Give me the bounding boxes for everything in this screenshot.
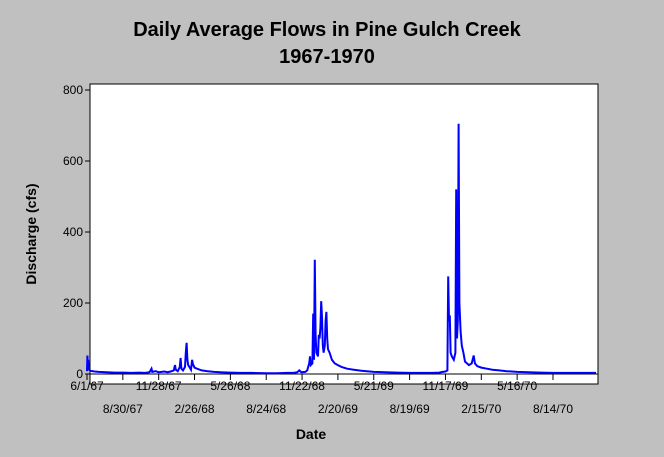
- chart-title: Daily Average Flows in Pine Gulch Creek: [133, 19, 521, 41]
- x-tick-label: 2/20/69: [318, 402, 358, 416]
- x-axis-ticks: 6/1/67 8/30/67 11/28/67 2/26/68 5/26/68 8/24/…: [70, 374, 573, 416]
- x-axis-title: Date: [296, 426, 327, 442]
- discharge-series-line: [86, 123, 596, 375]
- x-tick-label: 11/22/68: [279, 379, 325, 393]
- y-axis-ticks: 0 200 400 600 800: [63, 83, 90, 381]
- x-tick-label: 5/16/70: [497, 379, 537, 393]
- x-tick-label: 8/24/68: [246, 402, 286, 416]
- y-tick-label: 0: [76, 367, 83, 381]
- x-tick-label: 8/30/67: [103, 402, 143, 416]
- x-tick-label: 11/17/69: [423, 379, 469, 393]
- x-tick-label: 5/26/68: [210, 379, 250, 393]
- x-tick-label: 5/21/69: [354, 379, 394, 393]
- x-tick-label: 2/26/68: [175, 402, 215, 416]
- x-tick-label: 2/15/70: [461, 402, 501, 416]
- x-tick-label: 11/28/67: [136, 379, 182, 393]
- plot-area: [89, 83, 599, 385]
- x-tick-label: 8/14/70: [533, 402, 573, 416]
- x-tick-label: 6/1/67: [70, 379, 104, 393]
- y-tick-label: 800: [63, 83, 83, 97]
- y-tick-label: 600: [63, 154, 83, 168]
- y-tick-label: 400: [63, 225, 83, 239]
- x-tick-label: 8/19/69: [390, 402, 430, 416]
- y-tick-label: 200: [63, 296, 83, 310]
- y-axis-title: Discharge (cfs): [23, 183, 39, 284]
- chart-subtitle: 1967-1970: [279, 46, 375, 68]
